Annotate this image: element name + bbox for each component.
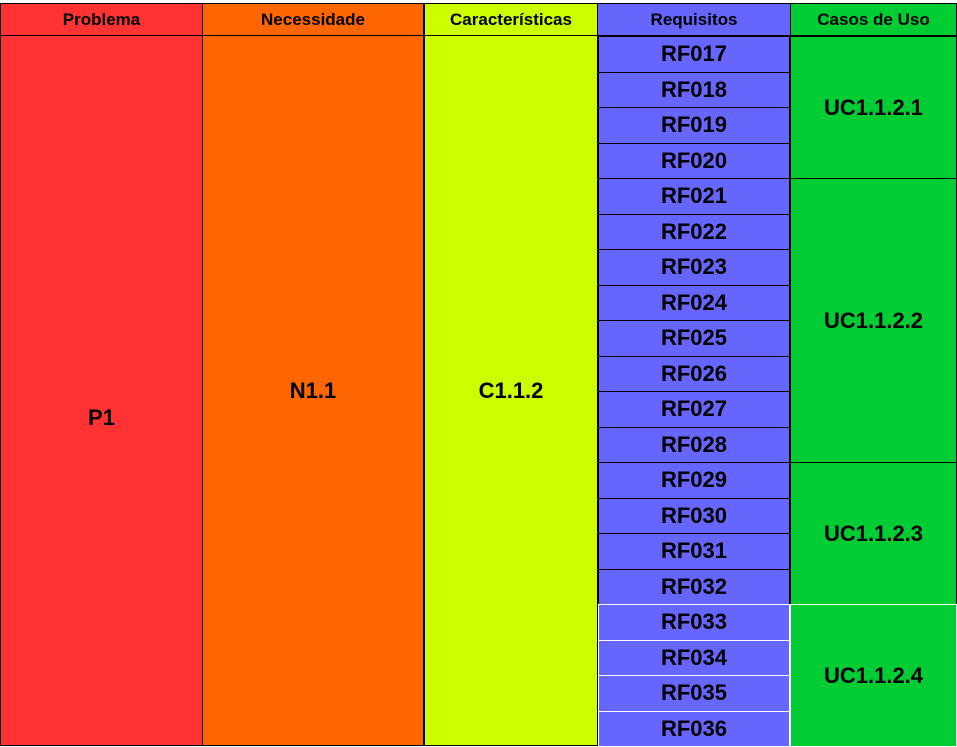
requirement-cell: RF020 [598, 143, 790, 180]
requirement-cell: RF024 [598, 285, 790, 322]
header-need: Necessidade [202, 3, 424, 36]
header-use-cases: Casos de Uso [790, 3, 957, 36]
header-problem: Problema [0, 3, 203, 36]
requirement-cell: RF029 [598, 462, 790, 499]
use-case-cell: UC1.1.2.4 [790, 604, 957, 747]
problem-cell: P1 [0, 35, 203, 746]
use-case-cell: UC1.1.2.2 [790, 178, 957, 463]
requirement-cell: RF032 [598, 569, 790, 606]
requirement-cell: RF021 [598, 178, 790, 215]
requirement-cell: RF028 [598, 427, 790, 464]
use-case-cell: UC1.1.2.3 [790, 462, 957, 605]
requirement-cell: RF036 [598, 711, 790, 747]
feature-cell: C1.1.2 [424, 35, 598, 746]
requirement-cell: RF034 [598, 640, 790, 677]
requirement-cell: RF031 [598, 533, 790, 570]
need-cell: N1.1 [202, 35, 424, 746]
requirement-cell: RF025 [598, 320, 790, 357]
requirement-cell: RF027 [598, 391, 790, 428]
header-feature: Características [424, 3, 598, 36]
requirement-cell: RF026 [598, 356, 790, 393]
use-case-cell: UC1.1.2.1 [790, 36, 957, 179]
requirement-cell: RF030 [598, 498, 790, 535]
requirement-cell: RF018 [598, 72, 790, 109]
requirement-cell: RF023 [598, 249, 790, 286]
requirement-cell: RF019 [598, 107, 790, 144]
requirement-cell: RF017 [598, 36, 790, 73]
requirement-cell: RF022 [598, 214, 790, 251]
requirement-cell: RF033 [598, 604, 790, 641]
requirement-cell: RF035 [598, 675, 790, 712]
header-requirements: Requisitos [597, 3, 791, 36]
